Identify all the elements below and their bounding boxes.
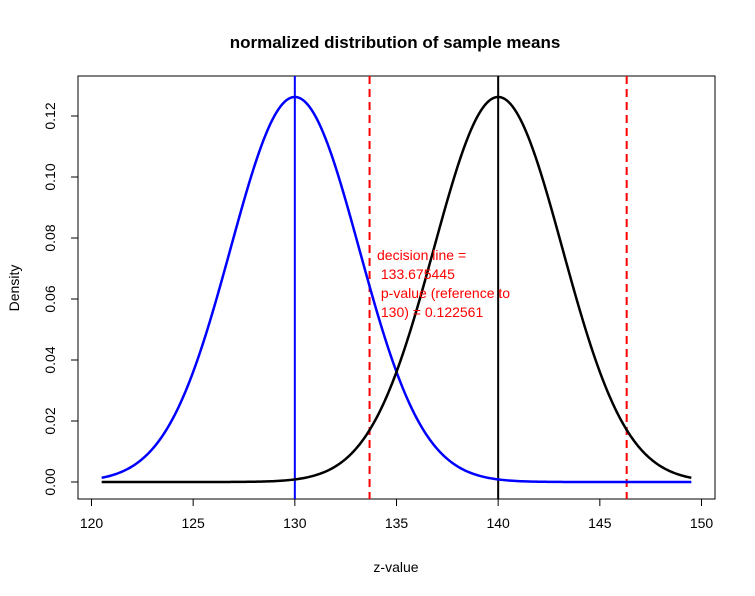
x-tick-label: 150 [690, 515, 714, 531]
x-tick-label: 120 [80, 515, 104, 531]
y-tick-label: 0.06 [42, 285, 58, 312]
y-tick-label: 0.12 [42, 102, 58, 129]
annotation-line: 133.675445 [377, 266, 455, 282]
y-axis-label: Density [6, 265, 22, 312]
annotation-line: 130) = 0.122561 [377, 304, 483, 320]
density-curves [101, 95, 692, 484]
y-tick-label: 0.00 [42, 468, 58, 495]
x-tick-label: 140 [486, 515, 510, 531]
x-axis-label: z-value [373, 559, 418, 575]
annotation-line: p-value (reference to [377, 285, 510, 301]
density-curve-black [101, 95, 692, 484]
x-tick-label: 145 [588, 515, 612, 531]
x-tick-label: 130 [283, 515, 307, 531]
annotation-line: decision line = [377, 247, 466, 263]
y-tick-label: 0.04 [42, 346, 58, 373]
x-axis: 120 125 130 135 140 145 150 [80, 498, 714, 531]
decision-annotation: decision line = 133.675445 p-value (refe… [377, 247, 510, 320]
x-tick-label: 135 [385, 515, 409, 531]
x-tick-label: 125 [181, 515, 205, 531]
y-tick-label: 0.10 [42, 163, 58, 190]
y-tick-label: 0.02 [42, 407, 58, 434]
y-tick-label: 0.08 [42, 224, 58, 251]
y-axis: 0.00 0.02 0.04 0.06 0.08 0.10 0.12 [42, 102, 79, 496]
chart-title: normalized distribution of sample means [230, 33, 561, 52]
